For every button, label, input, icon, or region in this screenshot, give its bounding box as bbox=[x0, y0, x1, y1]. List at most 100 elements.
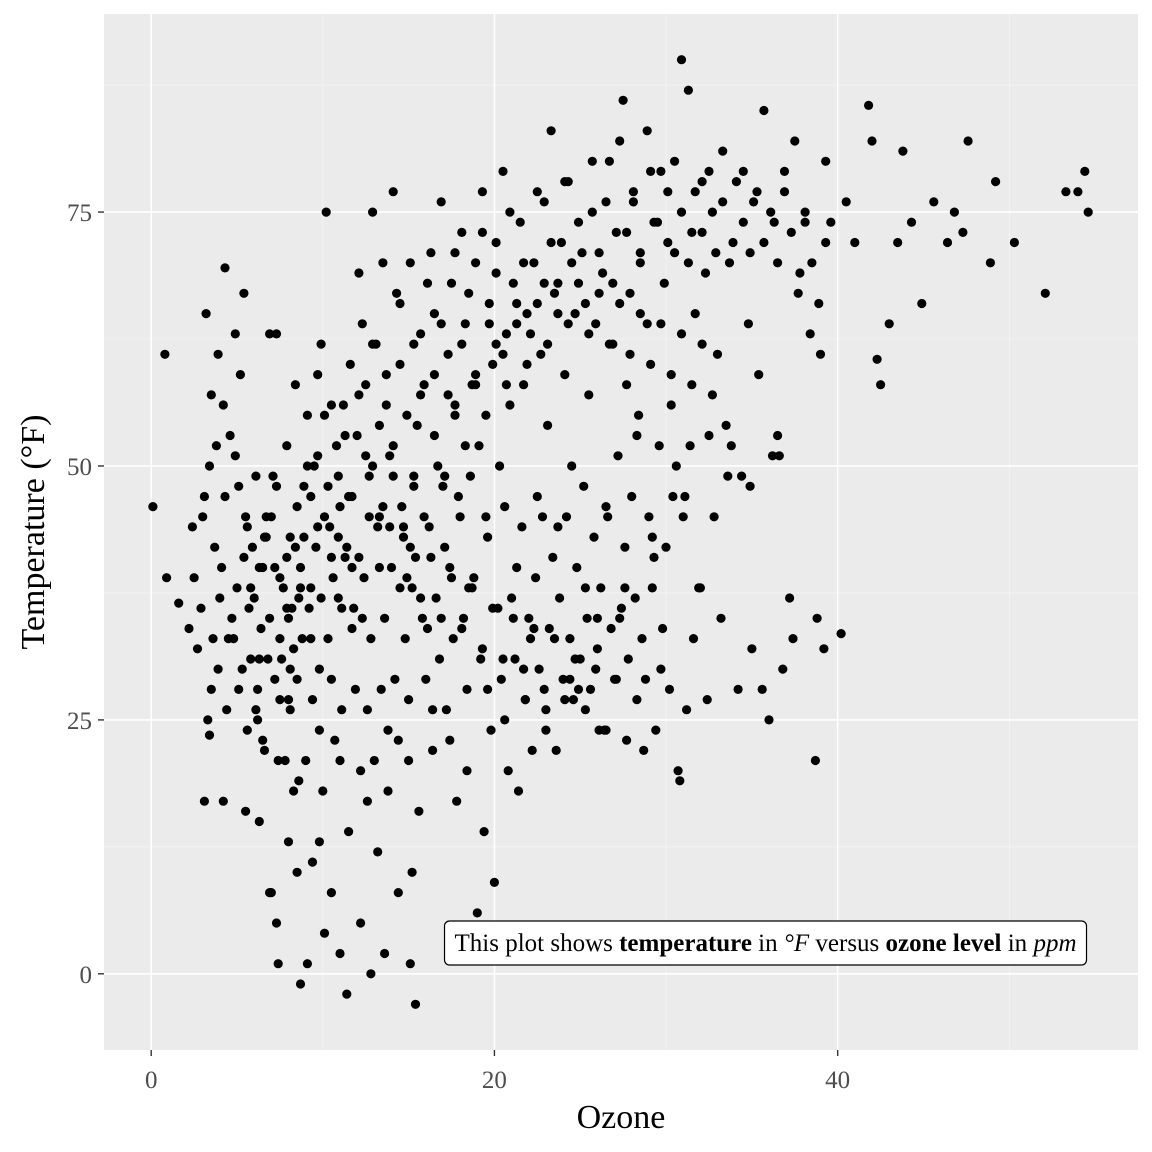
data-point bbox=[563, 319, 573, 329]
data-point bbox=[218, 796, 228, 806]
data-point bbox=[285, 664, 295, 674]
data-point bbox=[958, 227, 968, 237]
data-point bbox=[378, 502, 388, 512]
data-point bbox=[271, 481, 282, 491]
data-point bbox=[663, 187, 673, 197]
data-point bbox=[306, 634, 316, 644]
data-point bbox=[331, 441, 342, 451]
data-point bbox=[666, 400, 676, 410]
data-point bbox=[390, 674, 400, 684]
data-point bbox=[826, 217, 836, 227]
data-point bbox=[616, 603, 627, 613]
data-point bbox=[486, 725, 496, 735]
data-point bbox=[364, 471, 374, 481]
data-point bbox=[357, 319, 367, 329]
data-point bbox=[319, 410, 330, 420]
data-point bbox=[429, 370, 439, 380]
data-point bbox=[682, 705, 692, 715]
data-point bbox=[906, 217, 917, 227]
data-point bbox=[704, 430, 714, 441]
data-point bbox=[836, 629, 846, 639]
data-point bbox=[810, 755, 821, 766]
data-point bbox=[592, 613, 603, 623]
data-point bbox=[519, 258, 529, 268]
data-point bbox=[344, 827, 354, 837]
data-point bbox=[220, 263, 230, 273]
data-point bbox=[474, 441, 484, 451]
data-point bbox=[594, 248, 604, 258]
data-point bbox=[440, 542, 450, 552]
data-point bbox=[1083, 207, 1093, 217]
data-point bbox=[416, 593, 426, 603]
data-point bbox=[217, 562, 227, 573]
data-point bbox=[242, 725, 252, 735]
data-point bbox=[313, 451, 323, 461]
data-point bbox=[570, 309, 580, 319]
data-point bbox=[471, 370, 481, 380]
data-point bbox=[707, 390, 718, 400]
data-point bbox=[409, 471, 419, 481]
data-point bbox=[405, 258, 415, 268]
data-point bbox=[556, 237, 567, 248]
data-point bbox=[434, 654, 445, 664]
data-point bbox=[565, 674, 575, 684]
data-point bbox=[644, 512, 654, 522]
data-point bbox=[309, 461, 319, 471]
data-point bbox=[543, 339, 553, 349]
data-point bbox=[393, 888, 403, 898]
data-point bbox=[445, 735, 455, 745]
data-point bbox=[239, 288, 249, 298]
data-point bbox=[246, 654, 256, 664]
data-point bbox=[302, 959, 312, 969]
data-point bbox=[639, 745, 649, 756]
data-point bbox=[458, 613, 469, 623]
data-point bbox=[884, 319, 894, 329]
data-point bbox=[743, 319, 754, 329]
data-point bbox=[283, 613, 294, 623]
data-point bbox=[767, 451, 778, 461]
data-point bbox=[821, 237, 831, 248]
annotation-frame bbox=[443, 920, 1088, 966]
data-point bbox=[393, 735, 403, 745]
annotation-text-part: ozone level bbox=[886, 930, 1002, 957]
data-point bbox=[484, 298, 494, 309]
data-point bbox=[342, 989, 352, 999]
data-point bbox=[773, 430, 783, 441]
data-point bbox=[532, 187, 542, 197]
data-point bbox=[481, 512, 491, 522]
data-point bbox=[422, 278, 433, 288]
data-point bbox=[256, 623, 266, 634]
data-point bbox=[445, 562, 455, 573]
data-point bbox=[549, 634, 560, 644]
data-point bbox=[381, 370, 391, 380]
data-point bbox=[383, 786, 393, 796]
data-point bbox=[275, 695, 285, 705]
data-point bbox=[495, 461, 505, 471]
data-point bbox=[675, 776, 685, 786]
data-point bbox=[335, 948, 345, 959]
data-point bbox=[522, 359, 532, 369]
data-point bbox=[532, 491, 542, 502]
data-point bbox=[567, 258, 577, 268]
data-point bbox=[335, 755, 345, 766]
data-point bbox=[340, 430, 350, 441]
data-point bbox=[572, 562, 582, 573]
data-point bbox=[642, 126, 652, 136]
data-point bbox=[731, 177, 742, 187]
data-point bbox=[407, 867, 417, 877]
data-point bbox=[647, 583, 657, 593]
data-point bbox=[898, 146, 908, 156]
data-point bbox=[525, 634, 536, 644]
data-point bbox=[635, 248, 645, 258]
data-point bbox=[373, 847, 383, 857]
data-point bbox=[292, 867, 302, 877]
data-point bbox=[519, 664, 529, 674]
data-point bbox=[529, 258, 539, 268]
data-point bbox=[326, 888, 336, 898]
data-point bbox=[462, 684, 472, 695]
data-point bbox=[230, 329, 240, 339]
data-point bbox=[560, 177, 570, 187]
data-point bbox=[424, 522, 434, 532]
data-point bbox=[546, 126, 556, 136]
data-point bbox=[608, 278, 618, 288]
